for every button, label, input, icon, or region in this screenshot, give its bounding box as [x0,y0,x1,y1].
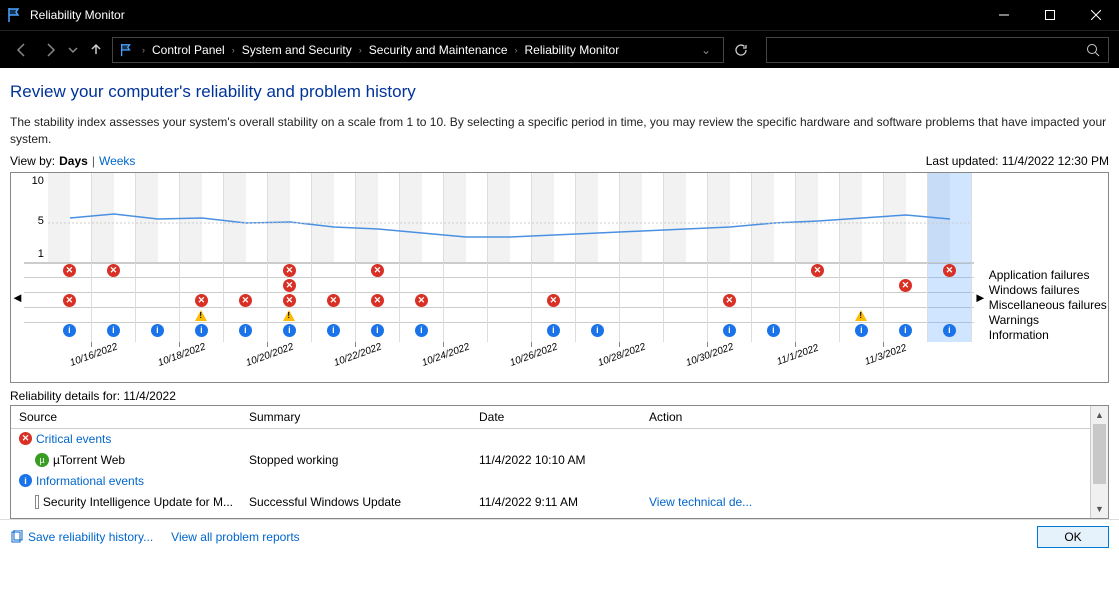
chart-plot[interactable] [48,173,974,262]
close-button[interactable] [1073,0,1119,30]
breadcrumb[interactable]: › Control Panel › System and Security › … [112,37,724,63]
error-icon: ✕ [19,432,32,445]
recent-dropdown[interactable] [66,38,80,62]
y-axis: 10 5 1 [24,173,48,262]
page-heading: Review your computer's reliability and p… [10,82,1109,102]
table-row[interactable]: Security Intelligence Update for M... Su… [11,491,1090,513]
col-date[interactable]: Date [471,406,641,428]
content-area: Review your computer's reliability and p… [0,68,1119,519]
scroll-thumb[interactable] [1093,424,1106,484]
breadcrumb-item[interactable]: Reliability Monitor [525,43,620,57]
save-history-link[interactable]: Save reliability history... [10,530,153,544]
breadcrumb-item[interactable]: System and Security [242,43,352,57]
col-summary[interactable]: Summary [241,406,471,428]
page-description: The stability index assesses your system… [10,114,1109,148]
utorrent-icon: µ [35,453,49,467]
copy-icon [10,530,24,544]
chart-body: 10 5 1 ✕✕i✕ii✕i✕i✕✕✕i✕i✕✕i✕i✕ii✕ii✕i✕i✕i… [24,173,974,382]
maximize-button[interactable] [1027,0,1073,30]
ok-button[interactable]: OK [1037,526,1109,548]
back-button[interactable] [10,38,34,62]
reliability-chart: ◄ 10 5 1 ✕✕i✕ii✕i✕i✕✕✕i✕i✕✕i✕i✕ii✕ii✕i✕i… [10,172,1109,383]
table-header-row: Source Summary Date Action [11,406,1090,429]
forward-button[interactable] [38,38,62,62]
view-by-days[interactable]: Days [59,154,88,168]
info-icon: i [19,474,32,487]
chevron-right-icon: › [139,45,148,55]
title-bar: Reliability Monitor [0,0,1119,30]
group-informational-events[interactable]: i Informational events [11,471,1090,491]
scroll-right-button[interactable]: ► [974,173,987,382]
breadcrumb-item[interactable]: Security and Maintenance [369,43,508,57]
details-scrollbar[interactable]: ▲ ▼ [1090,406,1108,518]
chevron-right-icon: › [512,45,521,55]
separator: | [92,154,95,168]
scroll-left-button[interactable]: ◄ [11,173,24,382]
chevron-right-icon: › [356,45,365,55]
breadcrumb-flag-icon [119,42,135,58]
search-input[interactable] [766,37,1109,63]
view-by-label: View by: [10,154,55,168]
group-critical-events[interactable]: ✕ Critical events [11,429,1090,449]
app-flag-icon [6,6,24,24]
up-button[interactable] [84,38,108,62]
details-table: Source Summary Date Action ✕ Critical ev… [10,405,1109,519]
view-all-reports-link[interactable]: View all problem reports [171,530,300,544]
refresh-button[interactable] [728,37,754,63]
view-by-row: View by: Days | Weeks Last updated: 11/4… [10,154,1109,168]
chevron-down-icon[interactable]: ⌄ [701,43,717,57]
search-icon [1086,43,1100,57]
update-icon [35,495,39,509]
stability-graph[interactable]: 10 5 1 [24,173,974,263]
events-grid[interactable]: ✕✕i✕ii✕i✕i✕✕✕i✕i✕✕i✕i✕ii✕ii✕i✕i✕i [24,263,974,342]
minimize-button[interactable] [981,0,1027,30]
chevron-right-icon: › [229,45,238,55]
date-axis: 10/16/202210/18/202210/20/202210/22/2022… [24,342,974,382]
scroll-down-button[interactable]: ▼ [1091,500,1108,518]
scroll-up-button[interactable]: ▲ [1091,406,1108,424]
view-by-weeks[interactable]: Weeks [99,154,135,168]
footer: Save reliability history... View all pro… [0,519,1119,554]
chart-legend: Application failures Windows failures Mi… [987,173,1111,382]
window-title: Reliability Monitor [30,8,981,22]
col-action[interactable]: Action [641,406,1090,428]
nav-bar: › Control Panel › System and Security › … [0,30,1119,68]
table-row[interactable]: µ µTorrent Web Stopped working 11/4/2022… [11,449,1090,471]
col-source[interactable]: Source [11,406,241,428]
view-technical-details-link[interactable]: View technical de... [649,495,752,509]
breadcrumb-item[interactable]: Control Panel [152,43,225,57]
details-header: Reliability details for: 11/4/2022 [10,389,1109,403]
last-updated: Last updated: 11/4/2022 12:30 PM [926,154,1109,168]
